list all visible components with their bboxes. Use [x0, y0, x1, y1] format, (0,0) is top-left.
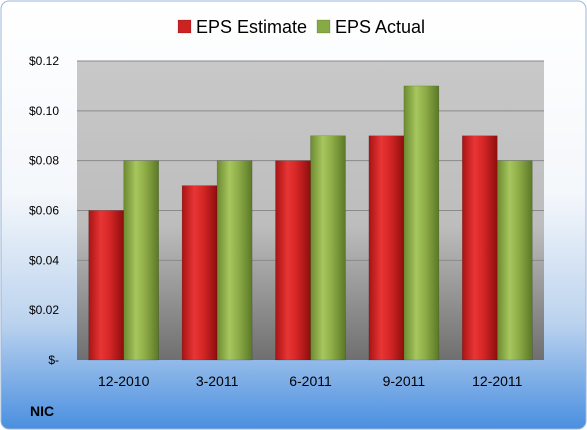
x-axis-labels: 12-2010 3-2011 6-2011 9-2011 12-2011 — [98, 373, 523, 389]
eps-actual-bar — [497, 160, 533, 361]
eps-estimate-bar — [181, 185, 218, 361]
y-axis-ticks: $- $0.02 $0.04 $0.06 $0.08 $0.10 $0.12 — [29, 54, 59, 367]
x-tick-label: 12-2010 — [98, 373, 150, 389]
x-tick-label: 12-2011 — [472, 373, 523, 389]
eps-actual-bar — [310, 135, 346, 361]
y-tick-label: $0.12 — [29, 54, 59, 68]
y-tick-label: $0.08 — [29, 154, 59, 168]
y-tick-label: $0.04 — [29, 253, 59, 267]
eps-actual-bar — [403, 85, 440, 361]
y-tick-label: $- — [48, 353, 59, 367]
eps-estimate-bar — [368, 135, 405, 361]
eps-estimate-bar — [275, 160, 311, 361]
eps-actual-bar — [123, 160, 159, 361]
y-tick-label: $0.10 — [29, 104, 59, 118]
legend: EPS Estimate EPS Actual — [177, 17, 425, 37]
eps-estimate-bar — [462, 135, 498, 361]
bars — [88, 85, 533, 361]
x-tick-label: 9-2011 — [383, 373, 426, 389]
y-tick-label: $0.02 — [29, 303, 59, 317]
eps-actual-legend-swatch — [316, 19, 331, 34]
y-tick-label: $0.06 — [29, 204, 59, 218]
eps-actual-bar — [216, 160, 253, 361]
x-tick-label: 6-2011 — [289, 373, 332, 389]
eps-estimate-legend-label: EPS Estimate — [196, 17, 307, 37]
eps-estimate-legend-swatch — [177, 19, 192, 34]
eps-estimate-bar — [88, 210, 124, 361]
ticker-label: NIC — [30, 403, 54, 419]
x-tick-label: 3-2011 — [196, 373, 239, 389]
eps-actual-legend-label: EPS Actual — [335, 17, 425, 37]
